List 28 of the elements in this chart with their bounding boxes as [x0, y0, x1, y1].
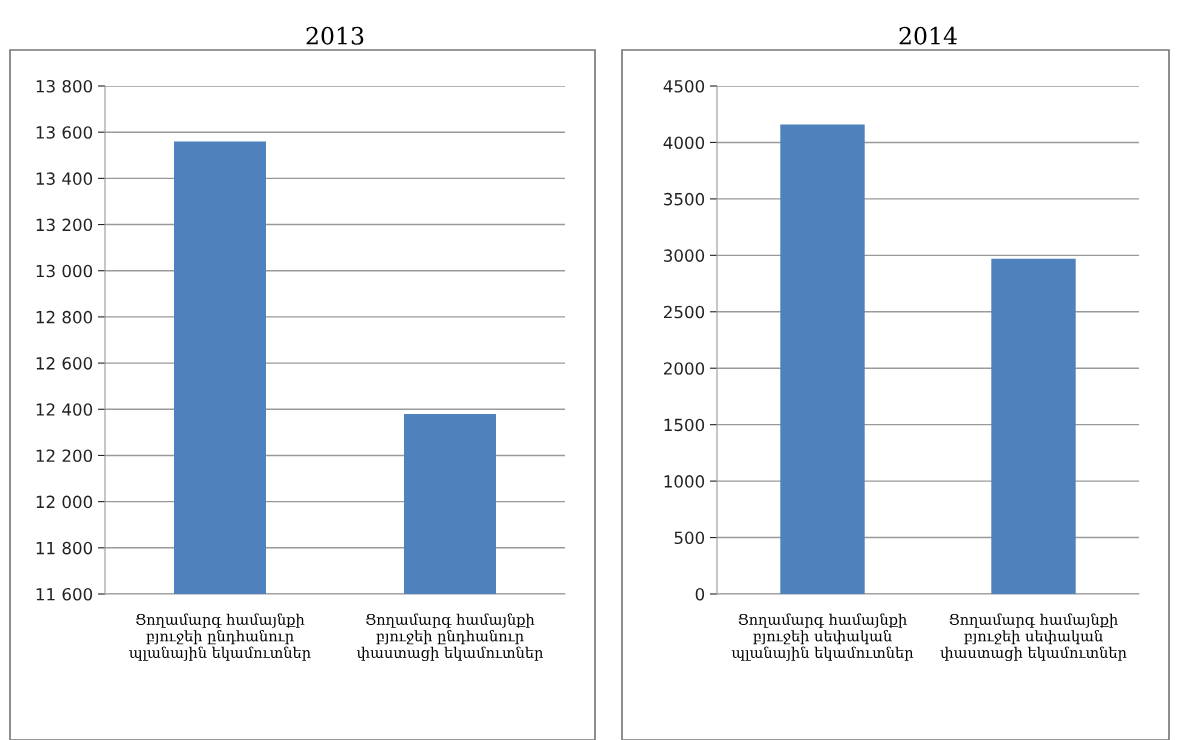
- x-tick-label: Ցողամարգ համայնքի բյուջեի ընդհանուր փաստացի եկամուտներ: [356, 613, 544, 662]
- y-tick-label: 11 800: [36, 541, 93, 555]
- y-tick-label: 3500: [664, 192, 705, 206]
- y-tick-label: 1000: [664, 475, 705, 488]
- y-tick-label: 12 800: [36, 310, 93, 324]
- x-tick-label: Ցողամարգ համայնքի բյուջեի սեփական պլանային եկամուտներ: [731, 613, 914, 661]
- chart-title: 2014: [899, 26, 957, 45]
- y-tick-label: 13 400: [36, 172, 93, 185]
- x-tick-label: Ցողամարգ համայնքի բյուջեի ընդհանուր պլանային եկամուտներ: [129, 613, 311, 661]
- y-tick-label: 13 800: [36, 79, 93, 93]
- chart-title: 2013: [306, 26, 364, 45]
- y-tick-label: 3000: [664, 249, 705, 262]
- y-tick-label: 12 400: [36, 403, 93, 416]
- x-tick-label: Ցողամարգ համայնքի բյուջեի սեփական փաստացի եկամուտներ: [940, 613, 1127, 662]
- y-tick-label: 2500: [664, 305, 705, 319]
- y-tick-label: 2000: [664, 362, 705, 375]
- y-tick-label: 12 600: [36, 357, 93, 370]
- y-tick-label: 13 600: [36, 126, 93, 139]
- y-tick-label: 4000: [663, 136, 705, 150]
- y-tick-label: 11 600: [36, 587, 93, 601]
- y-tick-label: 500: [674, 531, 705, 545]
- y-tick-label: 1500: [664, 418, 705, 432]
- y-tick-label: 4500: [663, 79, 705, 93]
- y-tick-label: 0: [695, 587, 705, 601]
- y-tick-label: 12 200: [36, 449, 93, 463]
- y-tick-label: 13 000: [36, 264, 93, 278]
- y-tick-label: 12 000: [36, 495, 93, 509]
- y-tick-label: 13 200: [36, 218, 93, 232]
